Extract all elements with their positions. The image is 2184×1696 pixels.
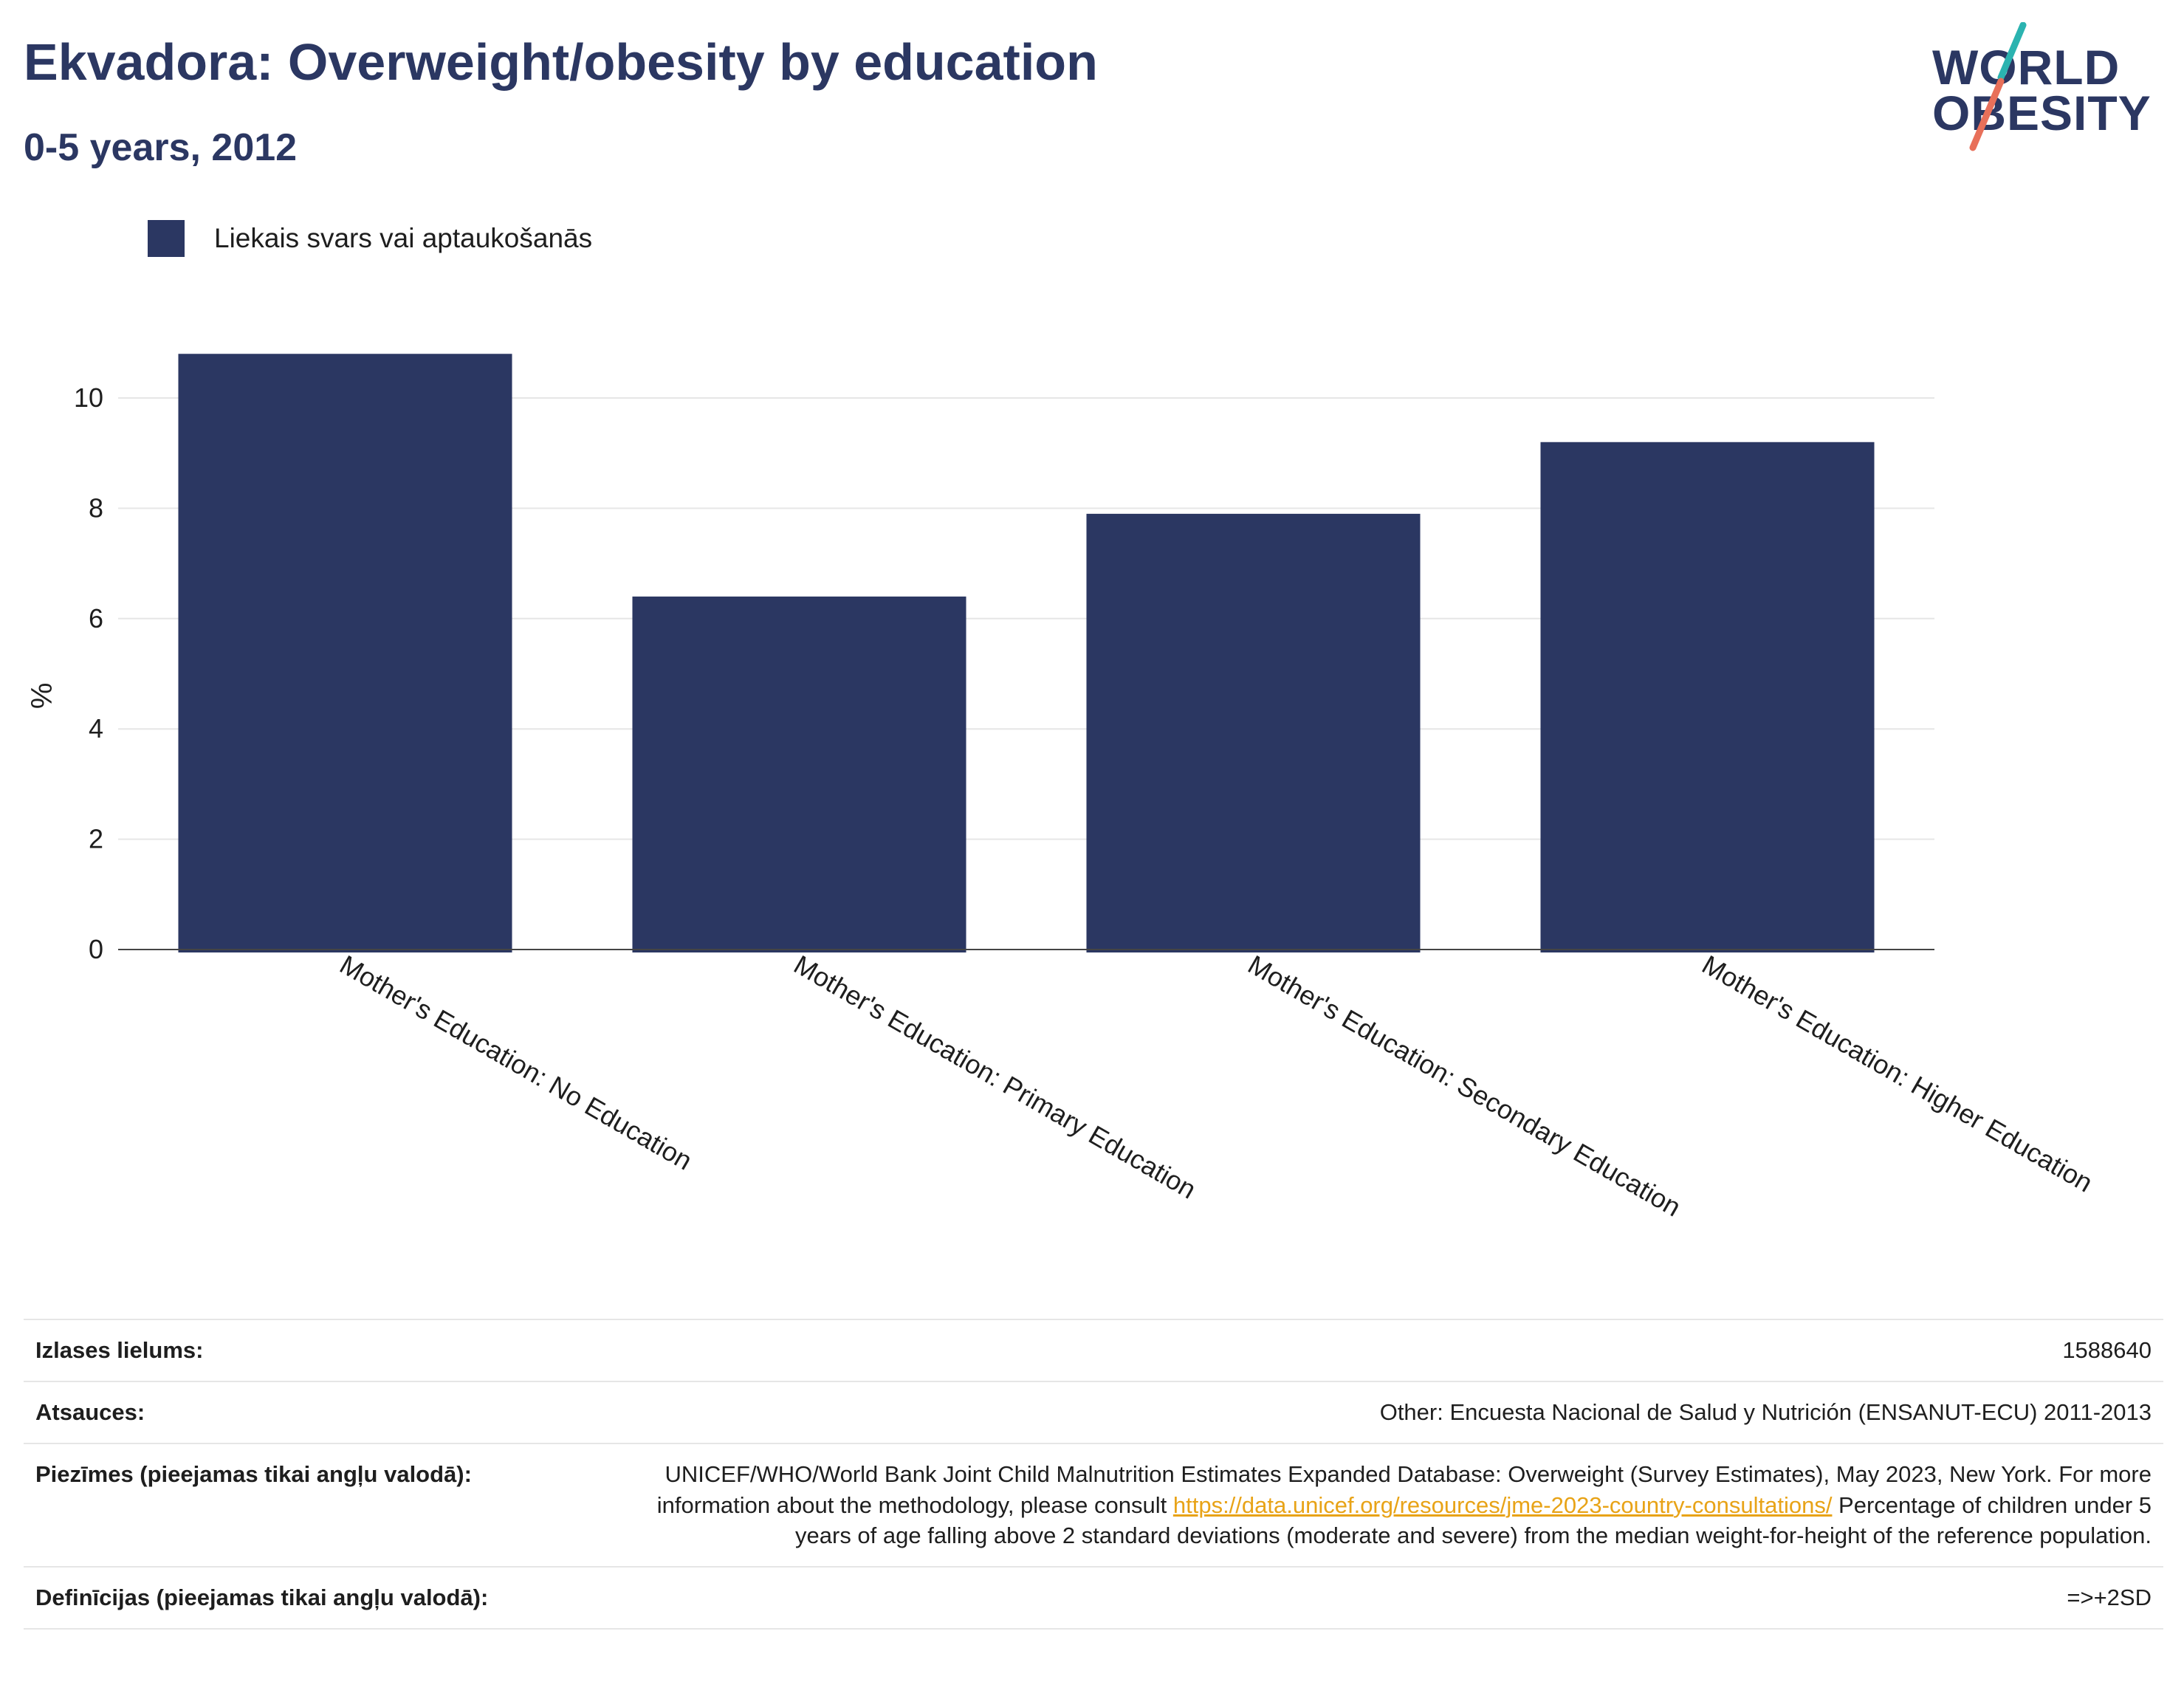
info-row-sources: Atsauces: Other: Encuesta Nacional de Sa…	[24, 1380, 2163, 1443]
sources-value: Other: Encuesta Nacional de Salud y Nutr…	[608, 1380, 2163, 1443]
bar	[1086, 513, 1421, 952]
info-row-definitions: Definīcijas (pieejamas tikai angļu valod…	[24, 1566, 2163, 1630]
definitions-value: =>+2SD	[608, 1566, 2163, 1630]
sample-size-label: Izlases lielums:	[24, 1319, 608, 1381]
notes-value: UNICEF/WHO/World Bank Joint Child Malnut…	[608, 1442, 2163, 1568]
x-tick-label: Mother's Education: Higher Education	[1697, 949, 2098, 1198]
sample-size-value: 1588640	[608, 1319, 2163, 1381]
chart-title: Ekvadora: Overweight/obesity by educatio…	[24, 33, 1098, 91]
bar	[632, 596, 966, 952]
y-tick-label: 8	[89, 492, 103, 523]
chart-subtitle: 0-5 years, 2012	[24, 126, 298, 169]
y-axis-label: %	[26, 683, 58, 710]
x-tick-label: Mother's Education: Primary Education	[789, 949, 1201, 1204]
logo-slash-icon	[1969, 22, 2027, 151]
notes-link[interactable]: https://data.unicef.org/resources/jme-20…	[1172, 1491, 1833, 1518]
y-tick-label: 6	[89, 603, 103, 634]
bar	[1540, 442, 1875, 952]
info-row-notes: Piezīmes (pieejamas tikai angļu valodā):…	[24, 1442, 2163, 1568]
legend-swatch	[148, 220, 185, 257]
legend[interactable]: Liekais svars vai aptaukošanās	[148, 220, 592, 257]
bar	[178, 354, 512, 952]
legend-label: Liekais svars vai aptaukošanās	[214, 223, 593, 253]
y-tick-label: 0	[89, 934, 103, 964]
sources-label: Atsauces:	[24, 1380, 608, 1443]
info-row-sample-size: Izlases lielums: 1588640	[24, 1319, 2163, 1381]
definitions-label: Definīcijas (pieejamas tikai angļu valod…	[24, 1566, 608, 1630]
x-tick-label: Mother's Education: No Education	[335, 949, 698, 1175]
x-tick-label: Mother's Education: Secondary Education	[1243, 949, 1686, 1222]
y-tick-label: 4	[89, 713, 103, 744]
notes-label: Piezīmes (pieejamas tikai angļu valodā):	[24, 1442, 608, 1568]
logo-word-obesity: OBESITY	[1932, 86, 2152, 140]
y-tick-label: 2	[89, 824, 103, 854]
bar-chart: 0 2 4 6 8 10% Mother's Education: No Education…	[26, 354, 2098, 1223]
y-tick-label: 10	[74, 382, 103, 413]
logo-word-world: WORLD	[1932, 40, 2121, 95]
notes-text-2: Percentage of children under 5 years of …	[795, 1491, 2152, 1549]
notes-text-1: UNICEF/WHO/World Bank Joint Child Malnut…	[656, 1460, 2152, 1518]
info-table: Izlases lielums: 1588640 Atsauces: Other…	[24, 1319, 2163, 1630]
world-obesity-logo: WORLD OBESITY	[1920, 22, 2171, 155]
